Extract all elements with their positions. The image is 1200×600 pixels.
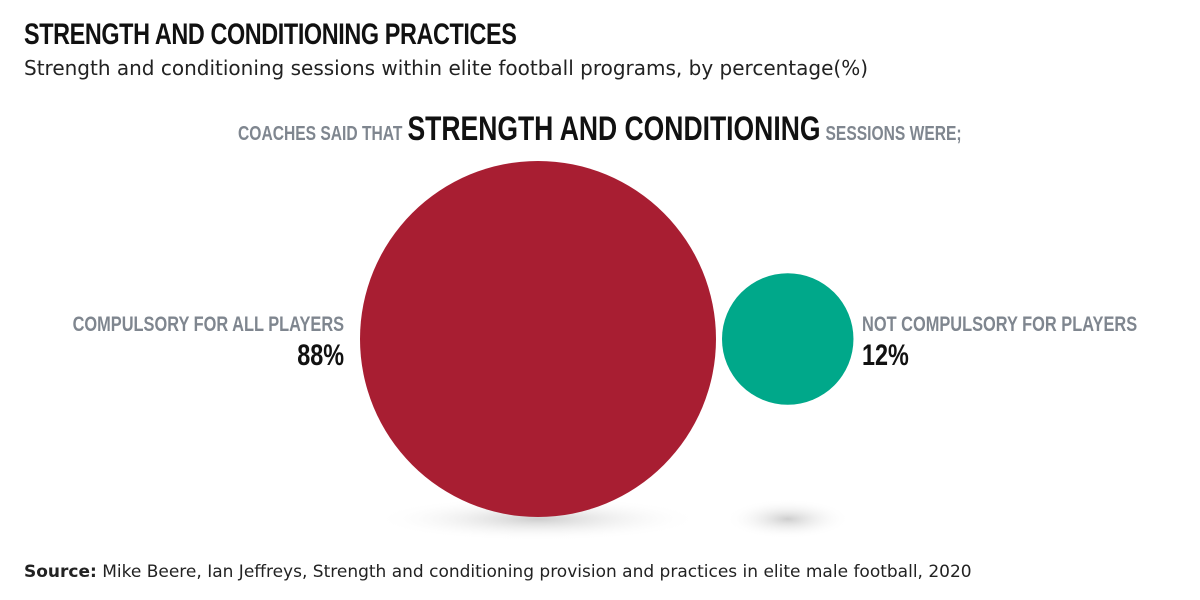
headline-emphasis: STRENGTH AND CONDITIONING [407, 110, 821, 148]
value-label: 12% [862, 339, 909, 372]
source-note: Source: Mike Beere, Ian Jeffreys, Streng… [24, 562, 972, 582]
value-label: 88% [297, 339, 344, 372]
headline-suffix: SESSIONS WERE; [825, 123, 962, 145]
bubble-not-compulsory [722, 273, 854, 405]
chart-headline: COACHES SAID THAT STRENGTH AND CONDITION… [0, 110, 1200, 149]
chart-title: STRENGTH AND CONDITIONING PRACTICES [24, 18, 517, 51]
headline-prefix: COACHES SAID THAT [238, 123, 403, 145]
bubble-shadow [725, 499, 851, 539]
category-label: NOT COMPULSORY FOR PLAYERS [862, 313, 1138, 336]
bubble-shadow [374, 497, 702, 541]
source-text: Mike Beere, Ian Jeffreys, Strength and c… [102, 562, 972, 582]
bubble-compulsory [360, 161, 716, 517]
source-label: Source: [24, 562, 97, 582]
bubble-label-compulsory: COMPULSORY FOR ALL PLAYERS 88% [72, 313, 344, 373]
category-label: COMPULSORY FOR ALL PLAYERS [72, 313, 344, 336]
bubble-label-not-compulsory: NOT COMPULSORY FOR PLAYERS 12% [862, 313, 1137, 373]
chart-subtitle: Strength and conditioning sessions withi… [24, 56, 869, 80]
